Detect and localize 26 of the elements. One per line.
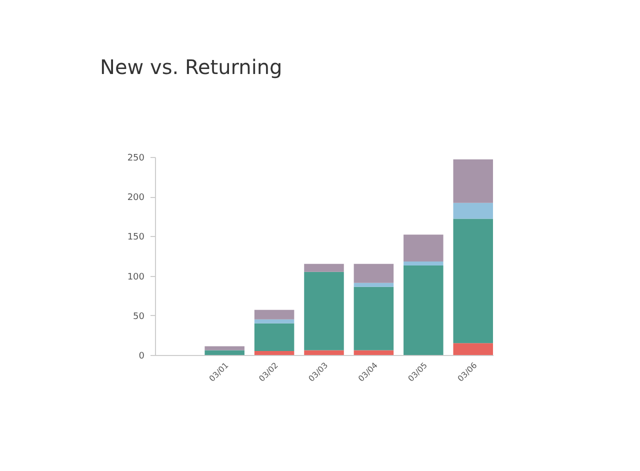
bar <box>404 266 444 355</box>
bar <box>304 350 344 355</box>
bar <box>404 262 444 266</box>
bar <box>404 234 444 262</box>
bar <box>453 218 493 344</box>
chart-title: New vs. Returning <box>100 55 282 79</box>
y-tick-label: 50 <box>133 312 145 322</box>
y-tick-label: 200 <box>127 193 145 204</box>
bar <box>254 323 294 352</box>
bar <box>453 343 493 355</box>
bar <box>254 310 294 320</box>
bar <box>254 319 294 324</box>
bar <box>304 272 344 350</box>
bar <box>304 264 344 272</box>
y-tick-label: 100 <box>127 272 145 282</box>
bar <box>354 264 394 283</box>
bar <box>354 286 394 350</box>
bar <box>453 202 493 219</box>
y-tick-label: 0 <box>138 352 145 362</box>
bar <box>453 159 493 203</box>
y-tick-label: 250 <box>127 154 145 164</box>
bar <box>254 351 294 355</box>
bar <box>204 350 244 355</box>
y-tick-label: 150 <box>127 232 145 243</box>
bar <box>354 350 394 355</box>
bar <box>354 282 394 287</box>
